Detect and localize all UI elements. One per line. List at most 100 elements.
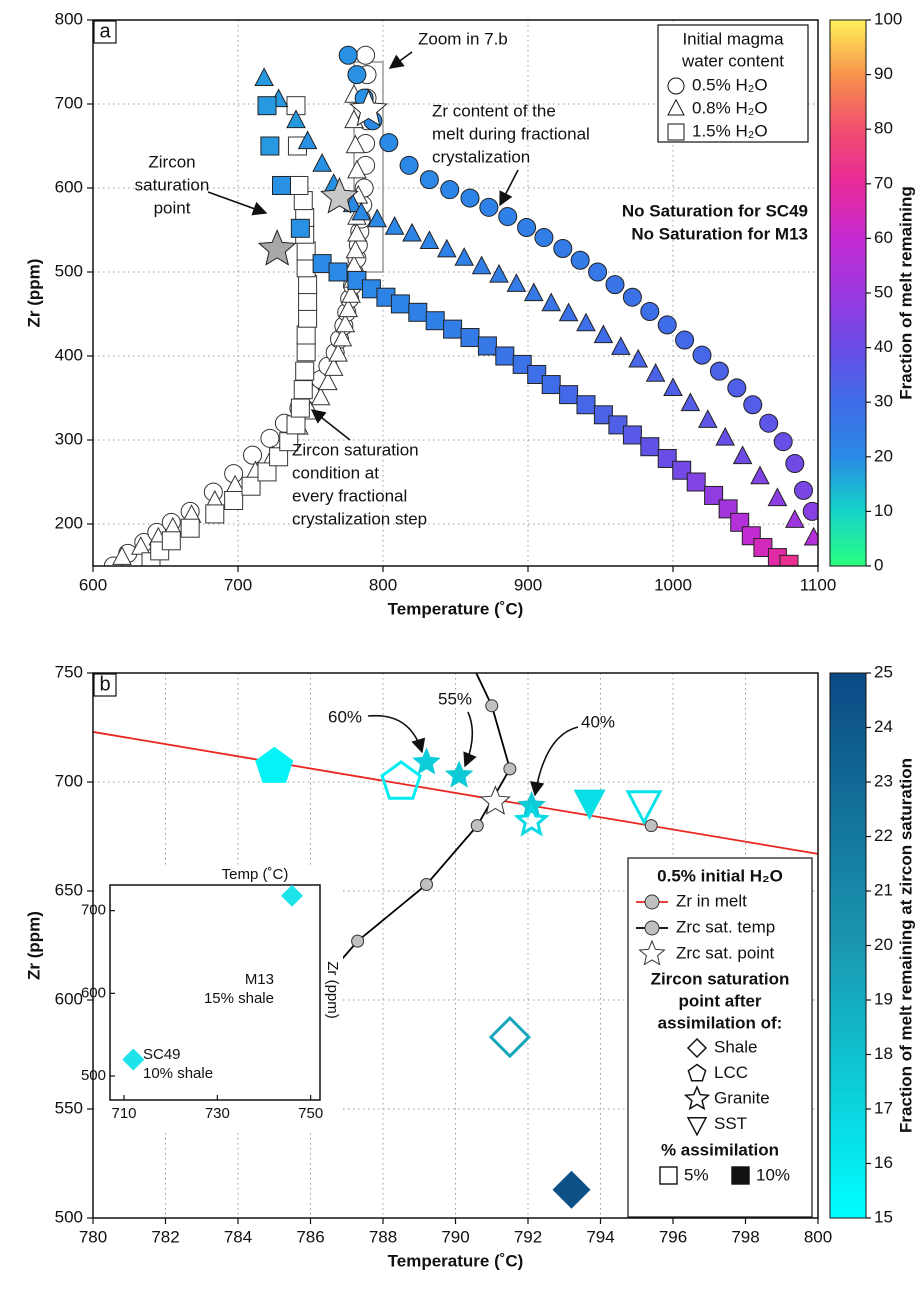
legend-marker [638,939,666,966]
annotation-arrow [207,191,268,216]
marker [296,258,316,278]
marker [697,409,718,428]
colorbar-tick-label: 20 [874,935,893,954]
marker [243,445,262,465]
panel-label: a [99,20,111,42]
marker [498,207,518,227]
marker [523,282,544,302]
marker [269,447,289,467]
y-axis-label: Zr (ppm) [24,911,43,980]
marker [296,241,316,261]
marker [286,109,306,129]
legend-label: Zr in melt [676,891,747,910]
inset-x-tick-label: 750 [298,1105,323,1122]
marker [260,136,280,156]
marker [663,377,683,396]
inset-label: 10% shale [143,1065,213,1082]
plot-area [103,45,818,566]
colorbar-tick-label: 15 [874,1207,893,1226]
annotation: Zircon saturation [292,440,419,459]
marker [298,291,318,311]
x-tick-label: 790 [441,1227,469,1246]
marker [390,294,410,314]
marker [622,287,642,307]
marker [753,538,773,558]
marker [255,746,294,783]
colorbar-tick-label: 17 [874,1098,893,1117]
marker [640,437,660,457]
annotation-arrow [463,711,477,768]
marker [402,222,422,242]
annotation: crystalization step [292,509,427,528]
marker [460,328,480,348]
marker [727,378,747,398]
annotation-arrow [310,409,351,441]
marker [241,476,261,496]
marker [593,405,613,425]
annotation: Zr content of the [432,101,556,120]
marker [503,762,517,776]
marker [680,392,701,412]
annotation: 55% [438,689,472,708]
marker [296,342,316,362]
marker [257,229,297,266]
y-tick-label: 300 [55,429,83,448]
annotation: 40% [581,712,615,731]
plot-area [93,673,818,1209]
legend-subtitle: % assimilation [661,1140,779,1159]
legend-label: Granite [714,1088,770,1107]
x-axis-label: Temperature (˚C) [388,1251,524,1270]
marker [454,247,475,266]
marker [425,311,445,331]
marker [610,336,631,355]
legend-label: Shale [714,1037,757,1056]
inset-label: SC49 [143,1046,181,1063]
annotation: Zircon [148,152,195,171]
marker [750,465,770,485]
y-tick-label: 500 [55,1207,83,1226]
marker [675,330,695,350]
marker [541,292,562,312]
panel-label: b [99,673,110,695]
legend-marker [644,894,660,910]
marker [692,345,712,365]
marker [622,425,642,445]
legend-subtitle: point after [678,991,761,1010]
legend-marker [731,1166,750,1185]
legend-marker [667,98,685,116]
x-tick-label: 794 [586,1227,614,1246]
marker [640,301,660,321]
x-tick-label: 1100 [800,575,837,594]
legend-label: Zrc sat. temp [676,917,775,936]
annotation: melt during fractional [432,124,590,143]
marker [628,348,649,368]
marker [704,485,724,505]
colorbar-tick-label: 20 [874,446,893,465]
marker [517,217,537,237]
marker [420,877,433,891]
marker [286,415,306,435]
marker [272,175,291,195]
x-tick-label: 900 [514,575,542,594]
x-tick-label: 788 [369,1227,397,1246]
marker [161,531,181,551]
colorbar-tick-label: 24 [874,717,893,736]
colorbar-tick-label: 10 [874,501,893,520]
marker [347,159,367,179]
legend-marker [686,1037,708,1059]
colorbar [829,19,867,567]
marker [588,262,608,282]
marker [559,385,579,405]
marker [205,504,225,524]
marker [608,415,628,435]
marker [436,238,457,258]
colorbar-tick-label: 60 [874,228,893,247]
marker [347,222,367,242]
marker [112,546,132,565]
marker [312,254,332,274]
colorbar-tick-label: 25 [874,662,893,681]
marker [485,699,499,713]
plot-frame [92,19,819,567]
legend-label: 1.5% H₂O [692,121,768,140]
